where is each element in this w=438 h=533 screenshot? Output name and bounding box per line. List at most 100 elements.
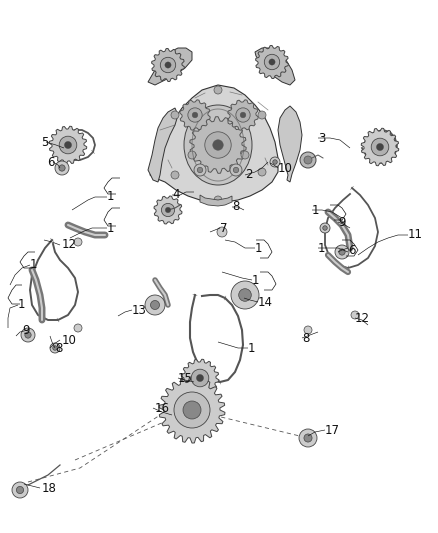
Circle shape	[171, 171, 179, 179]
Circle shape	[177, 394, 208, 425]
Polygon shape	[278, 106, 302, 182]
Text: 12: 12	[355, 311, 370, 325]
Circle shape	[145, 295, 165, 315]
Text: 1: 1	[318, 241, 325, 254]
Polygon shape	[150, 85, 278, 202]
Text: 14: 14	[258, 295, 273, 309]
Circle shape	[192, 112, 198, 118]
Circle shape	[230, 164, 242, 176]
Text: 3: 3	[318, 132, 325, 144]
Text: 1: 1	[107, 190, 114, 204]
Text: 9: 9	[22, 324, 30, 336]
Circle shape	[74, 324, 82, 332]
Text: 6: 6	[348, 244, 356, 256]
Text: 6: 6	[47, 156, 55, 168]
Circle shape	[161, 204, 175, 216]
Text: 12: 12	[62, 238, 77, 252]
Polygon shape	[228, 100, 258, 130]
Circle shape	[377, 143, 384, 150]
Text: 1: 1	[248, 342, 255, 354]
Circle shape	[351, 311, 359, 319]
Polygon shape	[256, 45, 288, 78]
Circle shape	[304, 434, 312, 442]
Polygon shape	[154, 196, 182, 224]
Text: 8: 8	[55, 342, 62, 354]
Circle shape	[74, 238, 82, 246]
Circle shape	[320, 223, 330, 233]
Text: 8: 8	[232, 200, 240, 214]
Circle shape	[299, 429, 317, 447]
Circle shape	[339, 249, 345, 255]
Circle shape	[171, 111, 179, 119]
Circle shape	[371, 138, 389, 156]
Text: 16: 16	[155, 401, 170, 415]
Circle shape	[197, 375, 204, 382]
Ellipse shape	[184, 105, 252, 185]
Text: 4: 4	[172, 189, 180, 201]
Circle shape	[258, 168, 266, 176]
Circle shape	[217, 227, 227, 237]
Text: 1: 1	[252, 273, 259, 287]
Circle shape	[183, 401, 201, 419]
Text: 7: 7	[220, 222, 227, 235]
Circle shape	[197, 167, 203, 173]
Circle shape	[174, 392, 210, 428]
Circle shape	[233, 167, 239, 173]
Circle shape	[236, 108, 250, 122]
Polygon shape	[255, 48, 295, 85]
Polygon shape	[152, 49, 184, 82]
Circle shape	[231, 281, 259, 309]
Polygon shape	[49, 126, 87, 164]
Circle shape	[270, 157, 280, 167]
Circle shape	[304, 156, 312, 164]
Circle shape	[151, 301, 159, 310]
Circle shape	[239, 289, 251, 301]
Circle shape	[335, 245, 349, 259]
Text: 1: 1	[312, 204, 319, 216]
Text: 1: 1	[107, 222, 114, 235]
Text: 8: 8	[302, 332, 309, 344]
Circle shape	[240, 112, 246, 118]
Circle shape	[188, 151, 196, 159]
Circle shape	[59, 136, 77, 154]
Circle shape	[186, 404, 198, 416]
Circle shape	[258, 111, 266, 119]
Circle shape	[55, 161, 69, 175]
Text: 11: 11	[408, 229, 423, 241]
Text: 17: 17	[325, 424, 340, 437]
Circle shape	[165, 62, 171, 68]
Circle shape	[188, 108, 202, 122]
Circle shape	[214, 196, 222, 204]
Circle shape	[269, 59, 275, 65]
Circle shape	[194, 164, 206, 176]
Circle shape	[213, 140, 223, 150]
Text: 2: 2	[245, 168, 252, 182]
Text: 9: 9	[338, 215, 346, 229]
Circle shape	[166, 207, 171, 213]
Polygon shape	[200, 195, 232, 206]
Circle shape	[300, 152, 316, 168]
Circle shape	[21, 328, 35, 342]
Circle shape	[191, 369, 209, 387]
Text: 1: 1	[30, 259, 38, 271]
Circle shape	[264, 54, 280, 70]
Circle shape	[205, 132, 231, 158]
Circle shape	[25, 332, 31, 338]
Circle shape	[273, 160, 277, 164]
Text: 10: 10	[278, 161, 293, 174]
Text: 18: 18	[42, 481, 57, 495]
Circle shape	[16, 487, 24, 494]
Circle shape	[12, 482, 28, 498]
Polygon shape	[181, 359, 219, 397]
Circle shape	[241, 151, 249, 159]
Circle shape	[160, 58, 176, 72]
Polygon shape	[361, 128, 399, 166]
Circle shape	[214, 86, 222, 94]
Polygon shape	[148, 108, 178, 182]
Text: 15: 15	[178, 372, 193, 384]
Circle shape	[323, 226, 327, 230]
Polygon shape	[148, 48, 192, 85]
Text: 5: 5	[41, 135, 48, 149]
Text: 1: 1	[18, 298, 25, 311]
Circle shape	[59, 165, 65, 171]
